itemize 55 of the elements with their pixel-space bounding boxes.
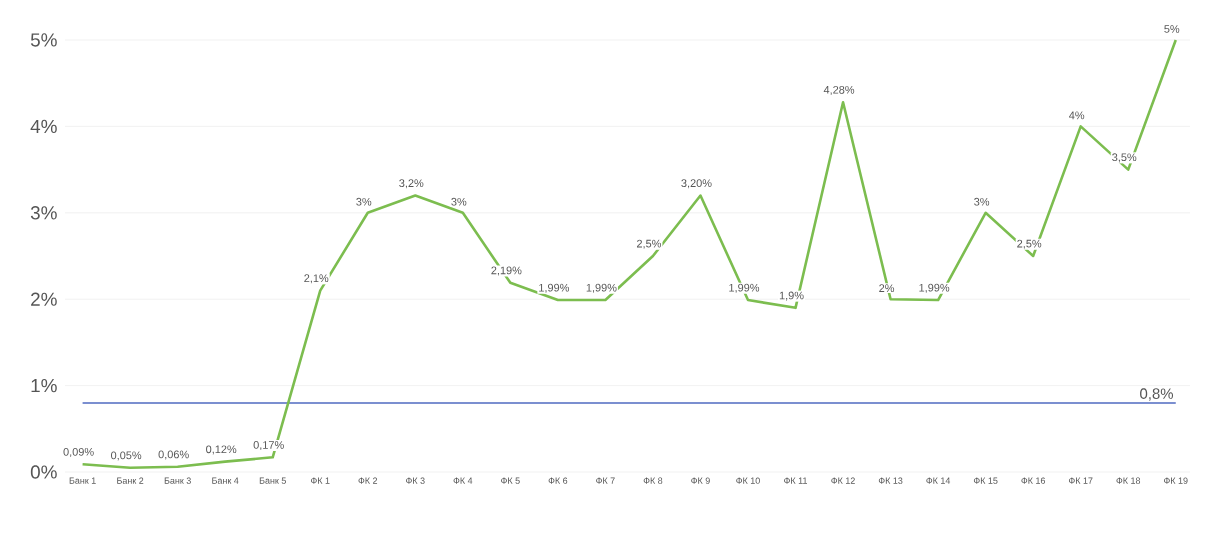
data-label: 0,17% xyxy=(253,441,284,451)
data-label: 1,9% xyxy=(779,291,804,301)
x-tick-label: ФК 7 xyxy=(596,477,615,484)
x-tick-label: Банк 4 xyxy=(212,477,239,484)
data-label: 2,19% xyxy=(491,266,522,276)
x-tick-label: ФК 4 xyxy=(453,477,473,484)
x-tick-label: ФК 11 xyxy=(784,477,808,484)
x-tick-label: ФК 15 xyxy=(973,477,998,484)
x-tick-label: ФК 16 xyxy=(1021,477,1046,484)
x-tick-label: Банк 2 xyxy=(117,477,144,484)
data-label: 4% xyxy=(1069,111,1085,120)
y-tick-label: 3% xyxy=(30,206,57,220)
data-label: 3,5% xyxy=(1112,153,1137,163)
data-label: 0,05% xyxy=(111,451,142,461)
x-tick-label: ФК 2 xyxy=(358,477,378,484)
x-tick-label: ФК 3 xyxy=(406,477,425,484)
data-label: 2,1% xyxy=(304,274,329,284)
data-label: 0,12% xyxy=(206,445,237,455)
y-tick-label: 0% xyxy=(30,465,57,479)
x-tick-label: ФК 6 xyxy=(548,477,568,484)
data-label: 3% xyxy=(451,197,467,206)
x-tick-label: ФК 14 xyxy=(926,477,951,484)
data-label: 4,28% xyxy=(823,85,855,96)
x-tick-label: ФК 19 xyxy=(1164,477,1188,484)
data-label: 3,2% xyxy=(399,179,424,189)
x-tick-label: Банк 1 xyxy=(69,477,96,484)
y-tick-label: 2% xyxy=(31,292,57,306)
data-label: 1,99% xyxy=(539,283,570,293)
data-label: 0,06% xyxy=(158,450,189,460)
y-tick-label: 4% xyxy=(30,119,57,134)
data-label: 3% xyxy=(356,197,372,206)
data-label: 2,5% xyxy=(636,239,662,249)
data-label: 1,99% xyxy=(729,283,760,293)
data-label: 2% xyxy=(879,284,895,292)
x-tick-label: ФК 5 xyxy=(501,477,520,484)
x-tick-label: ФК 8 xyxy=(643,477,663,484)
x-tick-label: ФК 12 xyxy=(831,477,855,484)
ref-line-label: 0,8% xyxy=(1140,388,1174,401)
x-tick-label: ФК 10 xyxy=(736,477,760,484)
data-label: 3% xyxy=(974,197,990,206)
data-label: 3,20% xyxy=(681,179,712,189)
x-tick-label: Банк 5 xyxy=(259,477,286,484)
x-tick-label: ФК 1 xyxy=(310,477,330,484)
x-tick-label: ФК 13 xyxy=(878,477,903,484)
data-label: 1,99% xyxy=(919,283,950,293)
x-tick-label: ФК 18 xyxy=(1116,477,1141,484)
y-tick-label: 1% xyxy=(31,378,57,393)
x-tick-label: ФК 17 xyxy=(1068,477,1093,484)
y-tick-label: 5% xyxy=(30,33,57,47)
data-label: 5% xyxy=(1164,25,1180,33)
data-label: 1,99% xyxy=(586,283,617,293)
data-label: 2,5% xyxy=(1017,239,1042,249)
x-tick-label: Банк 3 xyxy=(164,477,191,484)
x-tick-label: ФК 9 xyxy=(691,477,710,484)
data-label: 0,09% xyxy=(63,447,94,458)
